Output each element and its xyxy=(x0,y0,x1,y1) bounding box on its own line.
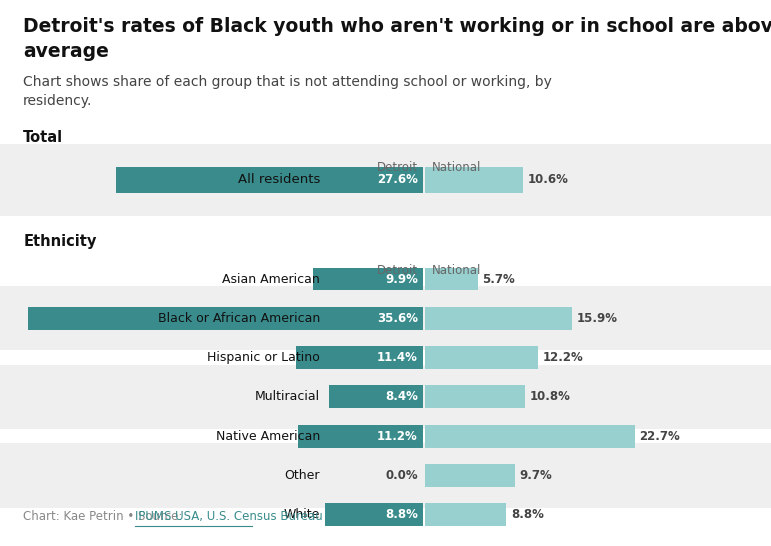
Bar xyxy=(28,307,423,330)
Text: 27.6%: 27.6% xyxy=(377,174,418,186)
Text: Black or African American: Black or African American xyxy=(158,312,320,325)
Text: 8.4%: 8.4% xyxy=(385,390,418,403)
Bar xyxy=(325,503,423,526)
Text: Detroit: Detroit xyxy=(377,161,418,174)
Bar xyxy=(425,425,635,448)
Text: National: National xyxy=(432,161,481,174)
Bar xyxy=(425,268,477,290)
Text: Ethnicity: Ethnicity xyxy=(23,234,96,248)
Text: Hispanic or Latino: Hispanic or Latino xyxy=(207,351,320,364)
Bar xyxy=(298,425,423,448)
Text: 9.9%: 9.9% xyxy=(385,272,418,286)
Text: Native American: Native American xyxy=(216,430,320,443)
Bar xyxy=(0,144,771,216)
Text: IPUMS USA, U.S. Census Bureau: IPUMS USA, U.S. Census Bureau xyxy=(136,510,323,523)
Text: Multiracial: Multiracial xyxy=(255,390,320,403)
Text: Detroit's rates of Black youth who aren't working or in school are above nationa: Detroit's rates of Black youth who aren'… xyxy=(23,17,771,61)
Text: 10.8%: 10.8% xyxy=(530,390,571,403)
Bar xyxy=(425,307,572,330)
Text: 0.0%: 0.0% xyxy=(386,469,418,482)
Text: 22.7%: 22.7% xyxy=(639,430,680,443)
Text: 5.7%: 5.7% xyxy=(482,272,515,286)
Text: 11.2%: 11.2% xyxy=(377,430,418,443)
Text: Asian American: Asian American xyxy=(222,272,320,286)
Bar xyxy=(296,346,423,369)
Text: 35.6%: 35.6% xyxy=(377,312,418,325)
Text: White: White xyxy=(284,508,320,521)
Bar xyxy=(425,503,507,526)
Text: Other: Other xyxy=(284,469,320,482)
Bar xyxy=(425,385,525,408)
Bar xyxy=(425,167,523,193)
Text: 9.7%: 9.7% xyxy=(519,469,552,482)
Text: 15.9%: 15.9% xyxy=(577,312,618,325)
Bar xyxy=(425,464,514,487)
Bar xyxy=(313,268,423,290)
Bar xyxy=(425,346,537,369)
Text: National: National xyxy=(432,264,481,277)
Text: Total: Total xyxy=(23,130,63,145)
Text: 8.8%: 8.8% xyxy=(511,508,544,521)
Text: 12.2%: 12.2% xyxy=(542,351,583,364)
Text: Detroit: Detroit xyxy=(377,264,418,277)
Text: 8.8%: 8.8% xyxy=(385,508,418,521)
Bar xyxy=(0,443,771,508)
Text: Chart: Kae Petrin • Source:: Chart: Kae Petrin • Source: xyxy=(23,510,187,523)
Text: 10.6%: 10.6% xyxy=(527,174,568,186)
Bar xyxy=(329,385,423,408)
Text: 11.4%: 11.4% xyxy=(377,351,418,364)
Bar xyxy=(0,365,771,429)
Text: All residents: All residents xyxy=(237,174,320,186)
Bar xyxy=(116,167,423,193)
Bar xyxy=(0,286,771,351)
Text: Chart shows share of each group that is not attending school or working, by
resi: Chart shows share of each group that is … xyxy=(23,75,552,108)
